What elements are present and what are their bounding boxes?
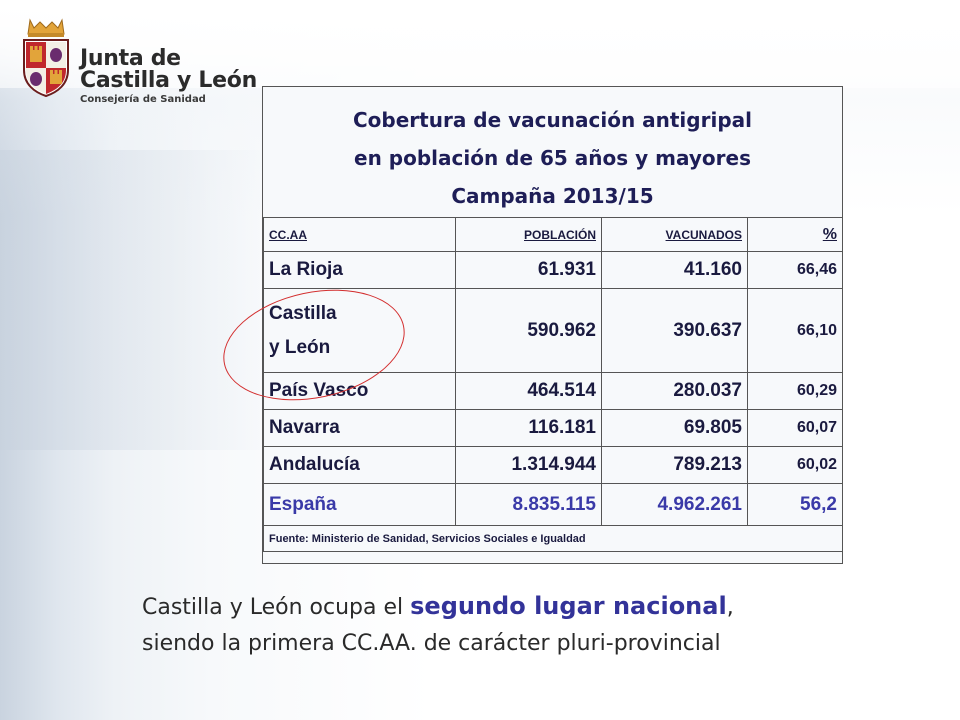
cell-region: País Vasco xyxy=(263,372,456,410)
header-background xyxy=(0,0,960,88)
table-title: Cobertura de vacunación antigripal en po… xyxy=(263,87,842,217)
cell-vacunados: 69.805 xyxy=(601,409,748,447)
cell-percent: 56,2 xyxy=(747,483,843,526)
cell-vacunados: 390.637 xyxy=(601,288,748,373)
table-row-total: España 8.835.115 4.962.261 56,2 xyxy=(263,483,843,526)
table-row: Navarra 116.181 69.805 60,07 xyxy=(263,409,843,447)
cell-percent: 66,10 xyxy=(747,288,843,373)
table-row: Andalucía 1.314.944 789.213 60,02 xyxy=(263,446,843,484)
caption-text-1: Castilla y León ocupa el xyxy=(142,595,411,620)
cell-vacunados: 41.160 xyxy=(601,251,748,289)
logo-line-2: Castilla y León xyxy=(80,68,257,93)
header-poblacion: POBLACIÓN xyxy=(455,217,602,252)
cell-percent: 66,46 xyxy=(747,251,843,289)
caption-text-2: , xyxy=(726,595,734,620)
table-row: La Rioja 61.931 41.160 66,46 xyxy=(263,251,843,289)
table-title-line-1: Cobertura de vacunación antigripal xyxy=(353,108,752,132)
cell-poblacion: 116.181 xyxy=(455,409,602,447)
caption: Castilla y León ocupa el segundo lugar n… xyxy=(142,588,902,662)
cell-region: La Rioja xyxy=(263,251,456,289)
cell-percent: 60,02 xyxy=(747,446,843,484)
cell-region: Castilla y León xyxy=(263,288,456,373)
header-ccaa: CC.AA xyxy=(263,217,456,252)
table-row: País Vasco 464.514 280.037 60,29 xyxy=(263,372,843,410)
caption-line-2: siendo la primera CC.AA. de carácter plu… xyxy=(142,631,721,656)
region-line-2: y León xyxy=(269,336,331,358)
coat-of-arms-icon xyxy=(23,18,69,98)
cell-region: Navarra xyxy=(263,409,456,447)
header-vacunados: VACUNADOS xyxy=(601,217,748,252)
cell-vacunados: 280.037 xyxy=(601,372,748,410)
cell-poblacion: 8.835.115 xyxy=(455,483,602,526)
cell-region: Andalucía xyxy=(263,446,456,484)
junta-logo: Junta de Castilla y León Consejería de S… xyxy=(14,14,257,105)
table-header-row: CC.AA POBLACIÓN VACUNADOS % xyxy=(263,217,843,252)
vaccination-table-card: Cobertura de vacunación antigripal en po… xyxy=(262,86,843,564)
cell-vacunados: 4.962.261 xyxy=(601,483,748,526)
caption-emphasis: segundo lugar nacional xyxy=(410,592,727,620)
cell-vacunados: 789.213 xyxy=(601,446,748,484)
cell-poblacion: 61.931 xyxy=(455,251,602,289)
background-panel xyxy=(0,150,260,450)
cell-region: España xyxy=(263,483,456,526)
caption-line-1: Castilla y León ocupa el segundo lugar n… xyxy=(142,588,902,626)
logo-line-1: Junta de xyxy=(80,46,181,71)
cell-poblacion: 464.514 xyxy=(455,372,602,410)
table-source-row: Fuente: Ministerio de Sanidad, Servicios… xyxy=(263,525,843,552)
cell-poblacion: 1.314.944 xyxy=(455,446,602,484)
header-percent: % xyxy=(747,217,843,252)
region-line-1: Castilla xyxy=(269,302,337,324)
cell-poblacion: 590.962 xyxy=(455,288,602,373)
table-source: Fuente: Ministerio de Sanidad, Servicios… xyxy=(263,525,843,552)
vaccination-table: CC.AA POBLACIÓN VACUNADOS % La Rioja 61.… xyxy=(263,217,843,552)
table-row-highlighted: Castilla y León 590.962 390.637 66,10 xyxy=(263,288,843,373)
table-title-line-2: en población de 65 años y mayores xyxy=(354,146,751,170)
cell-percent: 60,29 xyxy=(747,372,843,410)
logo-line-3: Consejería de Sanidad xyxy=(80,94,206,105)
table-title-line-3: Campaña 2013/15 xyxy=(451,184,654,208)
cell-percent: 60,07 xyxy=(747,409,843,447)
